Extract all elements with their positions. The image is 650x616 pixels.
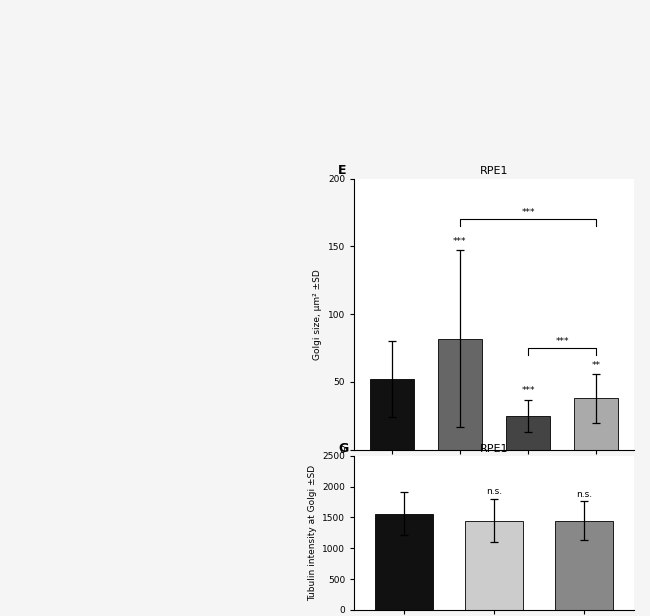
Text: n.s.: n.s.: [486, 487, 502, 496]
Title: RPE1: RPE1: [480, 166, 508, 176]
Y-axis label: Golgi size, μm² ±SD: Golgi size, μm² ±SD: [313, 269, 322, 360]
Bar: [437, 339, 482, 450]
Bar: [574, 398, 618, 450]
Text: ***: ***: [521, 208, 535, 217]
Bar: [465, 521, 523, 610]
Text: ***: ***: [555, 337, 569, 346]
Text: E: E: [338, 164, 346, 177]
Text: ***: ***: [521, 386, 535, 395]
Text: G: G: [338, 442, 348, 455]
Bar: [555, 521, 614, 610]
Title: RPE1: RPE1: [480, 444, 508, 453]
Bar: [506, 416, 551, 450]
Text: **: **: [592, 361, 601, 370]
Y-axis label: Tubulin intensity at Golgi ±SD: Tubulin intensity at Golgi ±SD: [307, 465, 317, 601]
Text: n.s.: n.s.: [576, 490, 592, 499]
Bar: [370, 379, 414, 450]
Text: ***: ***: [453, 237, 467, 246]
Bar: [374, 514, 433, 610]
